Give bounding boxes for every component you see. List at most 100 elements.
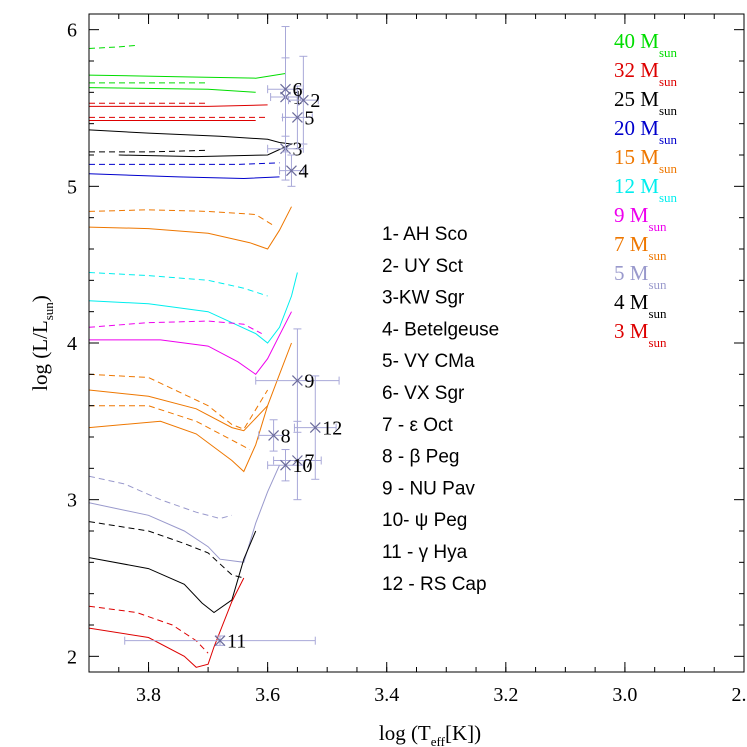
x-tick-label: 3.0: [612, 684, 637, 706]
track-25msun-solid: [89, 129, 294, 158]
legend-unit-sub: sun: [659, 190, 678, 205]
x-tick-label: 2.8: [732, 684, 747, 706]
x-tick-label: 3.6: [255, 684, 280, 706]
y-tick-label: 2: [67, 646, 77, 668]
star-list-item: 12 - RS Cap: [382, 574, 487, 595]
legend-unit: M: [640, 145, 659, 169]
legend-mass: 9: [614, 203, 630, 227]
legend-unit: M: [630, 232, 649, 256]
star-list-item: 9 - NU Pav: [382, 478, 475, 499]
star-list-item: 1- AH Sco: [382, 224, 468, 245]
track-20msun-dashed: [89, 162, 280, 165]
star-number-label: 9: [304, 371, 314, 393]
star-marker-2: 2: [287, 55, 320, 145]
star-list-item: 6- VX Sgr: [382, 383, 465, 404]
x-axis-title: log (Teff[K]): [379, 721, 481, 747]
x-axis-title-main: log (T: [379, 721, 431, 745]
track-12msun-dashed: [89, 272, 268, 297]
legend-entry: 20 Msun: [614, 116, 677, 147]
legend-entry: 3 Msun: [614, 319, 667, 350]
evolutionary-tracks: [89, 44, 298, 668]
star-marker-5: 5: [282, 85, 314, 150]
star-number-label: 11: [227, 631, 246, 653]
y-tick-label: 4: [67, 333, 77, 355]
legend-unit: M: [640, 58, 659, 82]
legend-entry: 5 Msun: [614, 261, 667, 292]
y-axis-title-main: log (L/L: [28, 320, 52, 391]
star-marker-9: 9: [255, 328, 340, 433]
legend-entry: 7 Msun: [614, 232, 667, 263]
legend-unit: M: [630, 203, 649, 227]
legend-unit-sub: sun: [648, 277, 667, 292]
legend-mass: 12: [614, 174, 640, 198]
track-25msun-dashed: [89, 149, 209, 153]
track-7msun-dashed: [89, 405, 251, 450]
track-15msun-solid: [89, 206, 292, 250]
legend-mass: 3: [614, 319, 630, 343]
star-cross-icon: [309, 422, 321, 434]
track-40msun-solid: [89, 73, 286, 79]
legend-unit-sub: sun: [659, 161, 678, 176]
track-40msun-solid: [89, 87, 256, 93]
x-tick-label: 3.4: [374, 684, 399, 706]
track-12msun-solid: [89, 272, 298, 344]
legend-unit-sub: sun: [659, 132, 678, 147]
star-list-item: 4- Betelgeuse: [382, 319, 499, 340]
star-number-label: 2: [310, 90, 320, 112]
y-axis-title-sub: sun: [41, 302, 56, 321]
legend-mass: 32: [614, 58, 640, 82]
legend-unit-sub: sun: [648, 306, 667, 321]
legend-unit-sub: sun: [659, 103, 678, 118]
track-5msun-solid: [89, 464, 280, 563]
legend-entry: 40 Msun: [614, 29, 677, 60]
star-list-item: 7 - ε Oct: [382, 415, 453, 436]
legend-unit: M: [630, 290, 649, 314]
star-marker-8: 8: [258, 419, 291, 452]
legend-unit: M: [640, 87, 659, 111]
star-cross-icon: [280, 459, 291, 471]
y-tick-label: 5: [67, 176, 77, 198]
star-marker-4: 4: [279, 154, 308, 187]
legend-unit: M: [630, 319, 649, 343]
star-list-item: 11 - γ Hya: [382, 542, 468, 563]
x-tick-label: 3.2: [493, 684, 518, 706]
legend-mass: 5: [614, 261, 630, 285]
legend-mass: 20: [614, 116, 640, 140]
star-number-label: 12: [322, 418, 342, 440]
star-number-label: 8: [281, 425, 291, 447]
star-list-item: 8 - β Peg: [382, 447, 459, 468]
legend-mass: 7: [614, 232, 630, 256]
star-list-item: 10- ψ Peg: [382, 510, 467, 531]
x-tick-label: 3.8: [136, 684, 161, 706]
star-cross-icon: [297, 94, 309, 106]
legend-unit-sub: sun: [648, 335, 667, 350]
legend-entry: 32 Msun: [614, 58, 677, 89]
star-number-label: 5: [304, 107, 314, 129]
track-4msun-solid: [89, 530, 257, 614]
star-cross-icon: [291, 111, 303, 123]
track-4msun-dashed: [89, 521, 244, 579]
y-tick-label: 6: [67, 20, 77, 42]
star-list-item: 2- UY Sct: [382, 256, 464, 277]
legend-mass: 40: [614, 29, 640, 53]
star-list-item: 5- VY CMa: [382, 351, 475, 372]
y-axis-title-tail: ): [28, 295, 52, 302]
legend-entry: 25 Msun: [614, 87, 677, 118]
legend-entry: 15 Msun: [614, 145, 677, 176]
x-axis-title-tail: [K]): [445, 721, 481, 745]
legend-mass: 25: [614, 87, 640, 111]
track-15msun-dashed: [89, 209, 274, 226]
y-tick-label: 3: [67, 490, 77, 512]
star-cross-icon: [214, 635, 226, 647]
legend-unit: M: [640, 174, 659, 198]
star-marker-12: 12: [293, 375, 342, 480]
track-5msun-dashed: [89, 475, 233, 520]
star-cross-icon: [268, 430, 280, 441]
x-axis-ticks: 3.8 3.6 3.4 3.2 3.0 2.8: [118, 14, 747, 706]
legend-entry: 9 Msun: [614, 203, 667, 234]
star-cross-icon: [291, 455, 303, 466]
star-cross-icon: [286, 165, 297, 177]
legend-unit: M: [640, 29, 659, 53]
legend-unit-sub: sun: [659, 74, 678, 89]
